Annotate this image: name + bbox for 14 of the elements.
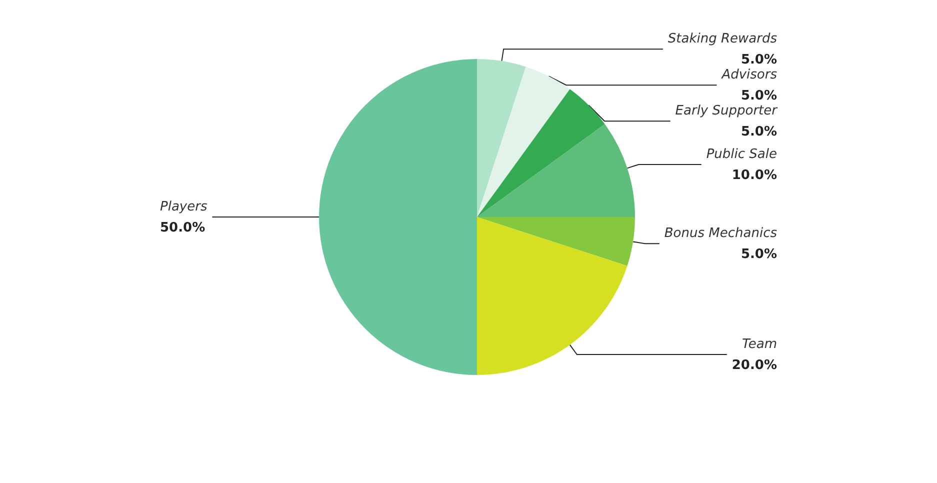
slice-label: Staking Rewards — [668, 32, 778, 47]
data-label: 5.0% — [740, 247, 777, 262]
slice-label: Early Supporter — [675, 104, 779, 119]
slice-label: Players — [160, 200, 208, 214]
slice-label: Bonus Mechanics — [664, 226, 778, 242]
data-label: 10.0% — [732, 168, 777, 183]
data-label: 20.0% — [732, 358, 777, 374]
slice-label: Advisors — [720, 68, 778, 83]
data-label: 5.0% — [740, 88, 777, 104]
slice-label: Public Sale — [706, 146, 777, 162]
slice-label: Team — [742, 337, 777, 352]
data-label: 50.0% — [160, 220, 206, 236]
data-label: 5.0% — [740, 52, 777, 68]
data-label: 5.0% — [740, 124, 777, 140]
